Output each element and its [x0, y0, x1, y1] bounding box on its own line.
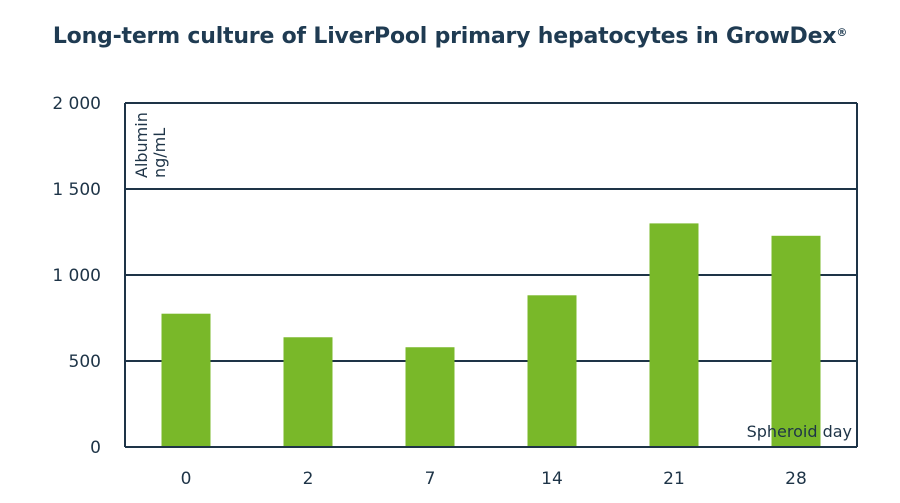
y-tick-label: 1 500	[52, 180, 101, 200]
y-tick-label: 2 000	[52, 94, 101, 114]
x-tick-label: 14	[541, 469, 563, 489]
x-tick-label: 21	[663, 469, 685, 489]
y-tick-label: 500	[69, 352, 101, 372]
gridlines	[125, 188, 857, 362]
x-axis-label: Spheroid day	[747, 422, 852, 441]
x-tick-label: 2	[303, 469, 314, 489]
x-tick-label: 7	[425, 469, 436, 489]
y-tick-label: 1 000	[52, 266, 101, 286]
bar-day-7	[405, 347, 455, 447]
bars	[161, 223, 821, 447]
chart-title: Long-term culture of LiverPool primary h…	[0, 24, 900, 49]
bar-day-0	[161, 313, 211, 447]
x-tick-label: 0	[181, 469, 192, 489]
bar-day-28	[771, 235, 821, 447]
y-axis-label-line1: Albumin	[132, 112, 151, 178]
bar-day-14	[527, 295, 577, 447]
registered-mark: ®	[836, 26, 848, 39]
y-tick-label: 0	[90, 438, 101, 458]
x-tick-labels: 0 2 7 14 21 28	[181, 469, 807, 489]
bar-day-2	[283, 337, 333, 447]
y-axis-label-line2: ng/mL	[150, 128, 169, 178]
chart-title-text: Long-term culture of LiverPool primary h…	[52, 24, 837, 49]
y-tick-labels: 0 500 1 000 1 500 2 000	[52, 94, 101, 458]
plot-frame	[124, 102, 858, 448]
bar-day-21	[649, 223, 699, 447]
x-tick-label: 28	[785, 469, 807, 489]
